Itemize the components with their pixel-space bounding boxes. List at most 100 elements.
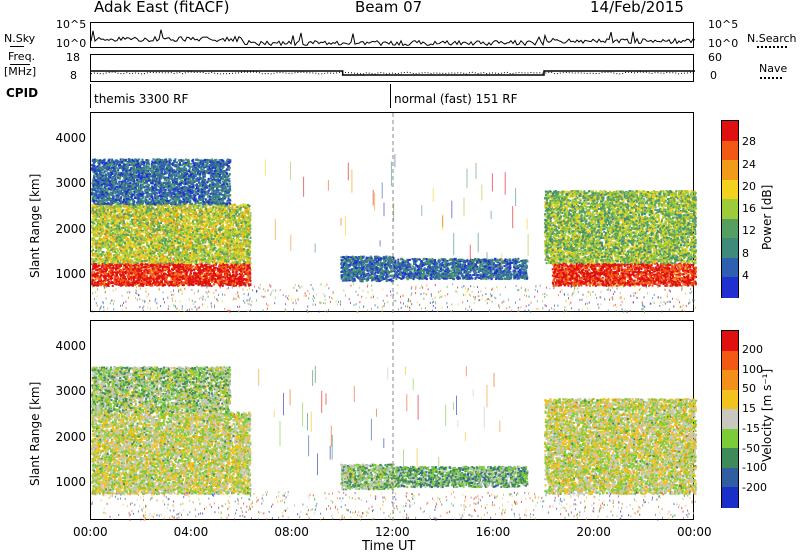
- freq-tick-right-top: 60: [708, 51, 722, 64]
- power-colorbar-tick-2: 8: [742, 247, 749, 260]
- x-tick-3: 12:00: [375, 525, 410, 539]
- y-tick-3000: 3000: [55, 384, 86, 398]
- freq-panel: [90, 54, 696, 82]
- velocity-region-4: [393, 465, 529, 489]
- ylabel-velocity: Slant Range [km]: [28, 382, 42, 486]
- noise-streaks: [264, 154, 529, 275]
- power-region-5: [393, 257, 529, 281]
- station-title: Adak East (fitACF): [94, 0, 229, 16]
- power-colorbar-tick-1: 4: [742, 269, 749, 282]
- x-tick-1: 04:00: [174, 525, 209, 539]
- near-range-clutter: [91, 283, 696, 313]
- cpid-divider-left: [90, 84, 91, 108]
- x-tick-4: 16:00: [476, 525, 511, 539]
- beam-label: Beam 07: [355, 0, 422, 16]
- ylabel-power: Slant Range [km]: [28, 174, 42, 278]
- velocity-region-1: [91, 411, 252, 495]
- noise-panel: [90, 22, 696, 48]
- velocity-region-2: [91, 366, 232, 414]
- velocity-heatmap: [91, 321, 697, 521]
- velocity-colorbar: [721, 330, 739, 508]
- freq-unit-label: [MHz]: [4, 65, 36, 78]
- power-colorbar-tick-5: 20: [742, 180, 756, 193]
- power-colorbar-segment-1: [722, 121, 738, 142]
- y-tick-3000: 3000: [55, 176, 86, 190]
- date-label: 14/Feb/2015: [590, 0, 684, 16]
- freq-tick-left-bottom: 8: [70, 69, 77, 82]
- cpid-frame: themis 3300 RF normal (fast) 151 RF: [90, 84, 694, 108]
- velocity-colorbar-tick-2: 100: [742, 363, 763, 376]
- velocity-colorbar-segment-4: [722, 389, 738, 411]
- noise-tick-left-bottom: 10^0: [56, 37, 86, 50]
- power-region-7: [544, 189, 697, 265]
- nsky-underline: [10, 46, 24, 47]
- x-tick-2: 08:00: [274, 525, 309, 539]
- freq-underline: [10, 64, 30, 65]
- nsearch-label: N.Search: [747, 32, 797, 45]
- velocity-colorbar-tick-5: -15: [742, 422, 760, 435]
- power-colorbar-segment-5: [722, 199, 738, 220]
- cpid-label: CPID: [6, 86, 38, 100]
- cpid-segment-1: themis 3300 RF: [94, 92, 188, 106]
- velocity-colorbar-segment-5: [722, 409, 738, 430]
- freq-plot: [90, 70, 696, 76]
- velocity-colorbar-segment-2: [722, 350, 738, 371]
- power-colorbar-tick-6: 24: [742, 158, 756, 171]
- power-region-2: [91, 203, 252, 265]
- power-colorbar-segment-9: [722, 277, 738, 298]
- freq-tick-right-bottom: 0: [710, 69, 717, 82]
- power-heatmap: [91, 113, 697, 313]
- velocity-region-5: [544, 397, 697, 495]
- noise-tick-right-top: 10^5: [708, 18, 738, 31]
- y-tick-1000: 1000: [55, 267, 86, 281]
- freq-line: [91, 70, 695, 76]
- nave-dots: [760, 77, 782, 79]
- power-colorbar-tick-7: 28: [742, 135, 756, 148]
- power-colorbar-segment-3: [722, 160, 738, 181]
- power-colorbar-tick-3: 12: [742, 224, 756, 237]
- noise-plot: [90, 29, 696, 47]
- power-colorbar-segment-2: [722, 140, 738, 161]
- power-scatter: [91, 154, 697, 313]
- velocity-colorbar-segment-9: [722, 487, 738, 508]
- nave-line: [90, 71, 696, 75]
- nsky-label: N.Sky: [4, 32, 35, 45]
- nave-label: Nave: [759, 62, 787, 75]
- velocity-colorbar-tick-3: 50: [742, 382, 756, 395]
- velocity-colorbar-segment-1: [722, 331, 738, 352]
- velocity-colorbar-segment-8: [722, 467, 738, 489]
- noise-tick-right-bottom: 10^0: [708, 37, 738, 50]
- nsearch-dots: [757, 46, 787, 48]
- velocity-colorbar-tick-7: -100: [742, 461, 767, 474]
- velocity-colorbar-segment-6: [722, 428, 738, 450]
- power-region-6: [551, 262, 697, 287]
- freq-label: Freq.: [8, 50, 35, 63]
- power-colorbar-segment-8: [722, 257, 738, 279]
- power-region-1: [91, 262, 252, 287]
- velocity-scatter: [91, 365, 697, 521]
- velocity-colorbar-tick-8: -200: [742, 481, 767, 494]
- power-colorbar-label: Power [dB]: [760, 185, 774, 250]
- power-colorbar-segment-6: [722, 218, 738, 240]
- cpid-segment-2: normal (fast) 151 RF: [394, 92, 518, 106]
- y-tick-2000: 2000: [55, 430, 86, 444]
- velocity-colorbar-tick-1: 200: [742, 343, 763, 356]
- power-region-4: [340, 255, 395, 283]
- y-tick-4000: 4000: [55, 339, 86, 353]
- velocity-colorbar-tick-6: -50: [742, 442, 760, 455]
- y-tick-2000: 2000: [55, 222, 86, 236]
- velocity-panel: [90, 320, 697, 521]
- velocity-colorbar-tick-4: 15: [742, 402, 756, 415]
- power-region-3: [91, 158, 232, 206]
- velocity-colorbar-segment-3: [722, 370, 738, 391]
- velocity-colorbar-label: Velocity [m s⁻¹]: [760, 369, 774, 462]
- power-colorbar: [721, 120, 739, 298]
- near-range-clutter: [91, 491, 696, 521]
- x-tick-5: 20:00: [576, 525, 611, 539]
- y-tick-1000: 1000: [55, 475, 86, 489]
- noise-streaks: [258, 365, 501, 476]
- x-tick-6: 00:00: [677, 525, 712, 539]
- cpid-divider-mid: [390, 84, 391, 108]
- y-tick-4000: 4000: [55, 131, 86, 145]
- power-colorbar-tick-4: 16: [742, 202, 756, 215]
